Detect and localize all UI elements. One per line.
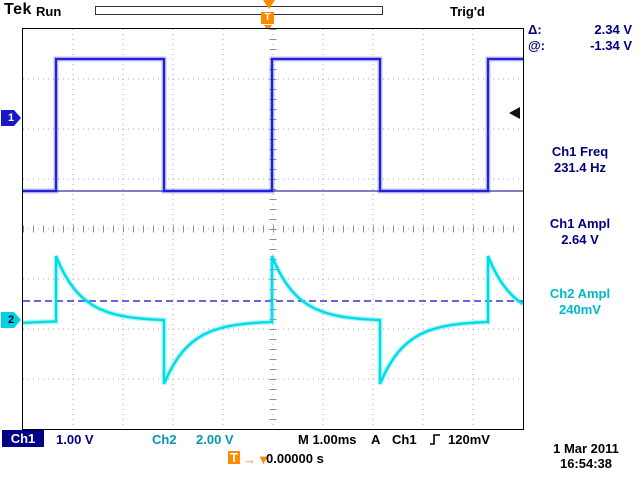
footer-row: T →▼ 0.00000 s [0, 450, 640, 468]
record-view-bar [95, 6, 383, 15]
date-readout: 1 Mar 2011 [553, 441, 619, 456]
trigger-level-arrow-icon [509, 107, 520, 119]
measurement-ch1-freq: Ch1 Freq 231.4 Hz [524, 144, 636, 176]
measurement-label: Ch1 Ampl [549, 216, 611, 231]
measurement-label: Ch1 Freq [551, 144, 609, 159]
measurement-ch1-ampl: Ch1 Ampl 2.64 V [524, 216, 636, 248]
acquisition-status: Run [36, 4, 62, 19]
ch1-label-badge: Ch1 [2, 430, 44, 447]
trigger-position-pointer-icon [263, 0, 275, 9]
readout-panel: Δ: 2.34 V @: -1.34 V Ch1 Freq 231.4 Hz C… [524, 20, 636, 428]
tek-logo: Tek [4, 1, 32, 18]
trigger-position-arrows-icon: →▼ [243, 452, 271, 467]
cursor-at-readout: @: -1.34 V [524, 38, 636, 53]
ch2-label: Ch2 [152, 432, 177, 447]
measurement-ch2-ampl: Ch2 Ampl 240mV [524, 286, 636, 318]
waveform-display [22, 29, 525, 429]
cursor-delta-label: Δ: [528, 22, 542, 37]
measurement-value: 2.64 V [561, 232, 599, 247]
ch2-scale-readout: 2.00 V [196, 432, 234, 447]
ch1-ground-marker: 1 [1, 110, 21, 126]
graticule [22, 28, 525, 430]
measurement-label: Ch2 Ampl [549, 286, 611, 301]
measurement-value: 240mV [559, 302, 601, 317]
trigger-position-marker: T [261, 12, 274, 24]
cursor-at-value: -1.34 V [590, 38, 632, 53]
trigger-source-readout: Ch1 [392, 432, 417, 447]
cursor-delta-readout: Δ: 2.34 V [524, 22, 636, 37]
measurement-value: 231.4 Hz [553, 160, 607, 175]
trigger-level-readout: 120mV [448, 432, 490, 447]
trigger-position-badge: T [228, 451, 240, 464]
trigger-position-readout: 0.00000 s [266, 451, 324, 466]
timebase-readout: M 1.00ms [298, 432, 357, 447]
ch2-trace [22, 255, 524, 385]
cursor-delta-value: 2.34 V [594, 22, 632, 37]
time-readout: 16:54:38 [559, 456, 613, 471]
trigger-status: Trig'd [450, 4, 485, 19]
ch1-scale-readout: 1.00 V [56, 432, 94, 447]
ch1-trace [23, 57, 523, 193]
ch2-ground-marker: 2 [1, 312, 21, 328]
datetime-readout: 1 Mar 2011 16:54:38 [536, 441, 636, 471]
cursor-at-label: @: [528, 38, 546, 53]
trigger-mode-label: A [371, 432, 381, 447]
trigger-slope-icon [429, 433, 441, 449]
status-bar: Ch1 1.00 V Ch2 2.00 V M 1.00ms A Ch1 120… [0, 429, 640, 451]
